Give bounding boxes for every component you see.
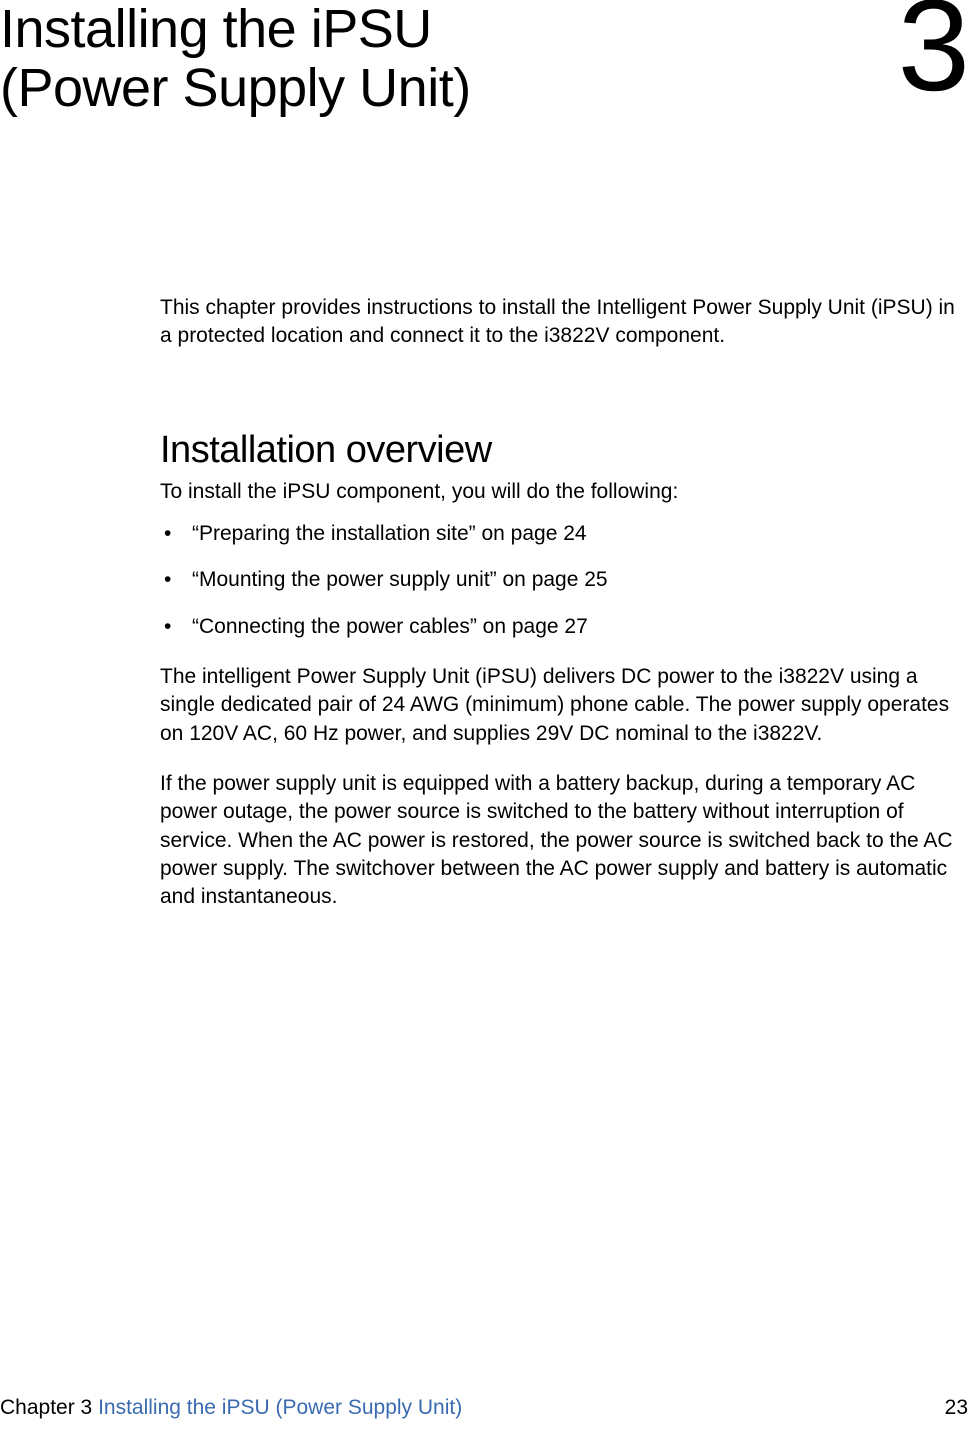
document-page: Installing the iPSU (Power Supply Unit) … — [0, 0, 970, 1430]
body-paragraph-1: The intelligent Power Supply Unit (iPSU)… — [160, 663, 960, 748]
section-intro: To install the iPSU component, you will … — [160, 478, 960, 506]
chapter-title: Installing the iPSU (Power Supply Unit) — [0, 0, 471, 119]
body-paragraph-2: If the power supply unit is equipped wit… — [160, 770, 960, 912]
bullet-list: “Preparing the installation site” on pag… — [160, 520, 960, 641]
bullet-item: “Mounting the power supply unit” on page… — [160, 566, 960, 594]
intro-paragraph: This chapter provides instructions to in… — [160, 294, 960, 351]
section-heading: Installation overview — [160, 429, 960, 472]
page-footer: Chapter 3 Installing the iPSU (Power Sup… — [0, 1396, 970, 1420]
footer-chapter-label: Chapter 3 — [0, 1396, 98, 1419]
footer-left: Chapter 3 Installing the iPSU (Power Sup… — [0, 1396, 462, 1419]
footer-chapter-title-link[interactable]: Installing the iPSU (Power Supply Unit) — [98, 1396, 462, 1419]
chapter-title-line1: Installing the iPSU — [0, 0, 432, 59]
bullet-item: “Connecting the power cables” on page 27 — [160, 613, 960, 641]
bullet-item: “Preparing the installation site” on pag… — [160, 520, 960, 548]
content-body: This chapter provides instructions to in… — [160, 294, 960, 934]
chapter-title-line2: (Power Supply Unit) — [0, 58, 471, 118]
footer-page-number: 23 — [945, 1396, 968, 1420]
chapter-number: 3 — [898, 0, 970, 110]
